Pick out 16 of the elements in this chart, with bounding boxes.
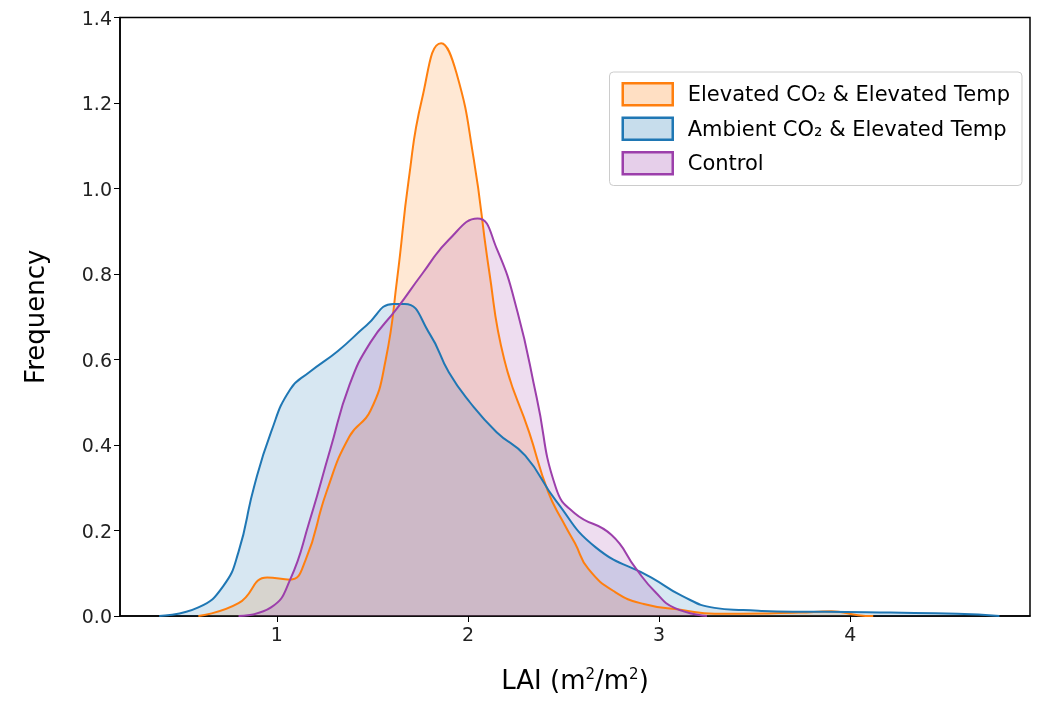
y-tick-label: 1.0	[81, 177, 112, 200]
y-tick-label: 0.8	[81, 263, 112, 285]
x-tick-label: 1	[270, 622, 283, 645]
x-tick-label: 4	[844, 622, 857, 645]
y-tick-label: 1.2	[81, 92, 112, 114]
legend-label: Elevated CO₂ & Elevated Temp	[687, 82, 1011, 107]
y-tick-label: 0.6	[81, 348, 112, 371]
legend-label: Control	[687, 151, 764, 176]
y-tick-label: 1.4	[81, 6, 112, 29]
y-tick-label: 0.4	[81, 434, 112, 456]
x-tick-label: 3	[653, 622, 666, 645]
y-axis-title: Frequency	[20, 249, 50, 384]
legend-label: Ambient CO₂ & Elevated Temp	[687, 116, 1007, 141]
x-tick-label: 2	[461, 622, 474, 645]
y-tick-label: 0.2	[81, 519, 112, 542]
y-tick-label: 0.0	[81, 605, 112, 627]
